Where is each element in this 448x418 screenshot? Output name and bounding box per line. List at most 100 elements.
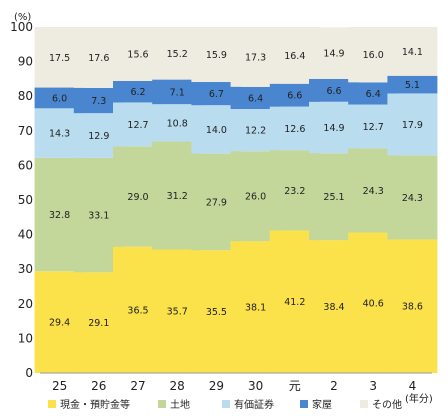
data-label: 12.7 [363,122,384,133]
data-label: 17.6 [88,53,109,64]
legend-item: 有価証券 [222,398,274,411]
legend-swatch [360,400,368,408]
y-tick-label: 30 [18,262,33,276]
data-label: 16.0 [363,50,384,61]
data-label: 32.8 [49,210,70,221]
data-label: 12.9 [88,131,109,142]
data-label: 29.1 [88,318,109,329]
data-label: 14.9 [323,49,344,60]
bar-segment [387,27,438,76]
legend-label: 土地 [170,398,190,411]
y-tick-label: 80 [18,89,33,103]
bar-stack: 38.6 24.3 17.9 5.1 14.1 [387,27,438,373]
data-label: 6.4 [248,93,263,104]
data-label: 6.2 [130,87,145,98]
y-tick-label: 50 [18,193,33,207]
data-label: 6.6 [326,86,341,97]
legend-swatch [222,400,230,408]
x-tick-label: 29 [209,379,224,393]
data-label: 12.7 [127,120,148,131]
x-tick-label: 26 [91,379,106,393]
y-tick-label: 40 [18,228,33,242]
y-tick-label: 20 [18,297,33,311]
x-tick-label: 28 [170,379,185,393]
legend-label: その他 [372,398,402,411]
bar-segment [387,239,438,373]
legend-item: 現金・預貯金等 [48,398,130,411]
bar-segment [309,78,359,102]
y-tick-label: 70 [18,124,33,138]
legend-swatch [48,400,56,408]
data-label: 23.2 [284,186,305,197]
data-label: 35.7 [167,307,188,318]
data-label: 41.2 [284,297,305,308]
data-label: 24.3 [363,186,384,197]
data-label: 6.4 [366,89,381,100]
data-label: 17.5 [49,53,70,64]
legend-item: 家屋 [300,398,332,411]
data-label: 6.6 [287,91,302,102]
y-tick-label: 100 [10,20,33,34]
data-label: 36.5 [127,305,148,316]
data-label: 38.4 [323,302,344,313]
x-tick-label: 3 [369,379,377,393]
legend-label: 有価証券 [234,398,274,411]
bar-segment [387,75,438,94]
data-label: 29.4 [49,318,70,329]
data-label: 15.2 [167,49,188,60]
y-axis-unit: (%) [14,12,31,23]
data-label: 7.3 [91,96,106,107]
data-label: 17.9 [402,120,423,131]
bar-stack: 29.4 32.8 14.3 6.0 17.5 [34,27,85,373]
data-label: 10.8 [167,118,188,129]
legend-item: その他 [360,398,402,411]
x-axis-unit: (年分) [405,392,433,405]
data-label: 33.1 [88,211,109,222]
data-label: 14.9 [323,123,344,134]
data-label: 16.4 [284,51,305,62]
bars: 29.4 32.8 14.3 6.0 17.5 29.1 33.1 12.9 7.3 17.6 36… [34,27,438,373]
data-label: 25.1 [323,192,344,203]
x-tick-label: 27 [130,379,145,393]
y-tick-label: 10 [18,331,33,345]
data-label: 38.1 [245,303,266,314]
data-label: 29.0 [127,192,148,203]
bar-segment [113,80,163,103]
data-label: 12.6 [284,124,305,135]
data-label: 5.1 [405,80,420,91]
data-label: 14.3 [49,129,70,140]
data-label: 31.2 [167,191,188,202]
data-label: 24.3 [402,193,423,204]
data-label: 14.1 [402,47,423,58]
bar-segment [230,86,281,110]
bar-segment [387,93,438,156]
bar-segment [387,155,438,240]
data-label: 12.2 [245,126,266,137]
x-axis-ticks: 25 26 27 28 29 30 元 2 3 4 [52,379,416,393]
data-label: 27.9 [206,197,227,208]
legend-swatch [300,400,308,408]
x-tick-label: 元 [289,379,301,393]
data-label: 6.7 [209,89,224,100]
data-label: 26.0 [245,192,266,203]
x-tick-label: 30 [248,379,263,393]
legend-swatch [158,400,166,408]
data-label: 40.6 [363,298,384,309]
data-label: 38.6 [402,302,423,313]
legend-item: 土地 [158,398,190,411]
y-tick-label: 90 [18,55,33,69]
legend-label: 家屋 [312,398,332,411]
x-tick-label: 4 [409,379,417,393]
bar-segment [34,87,85,109]
data-label: 17.3 [245,52,266,63]
y-axis-ticks: 0 10 20 30 40 50 60 70 80 90 100 [10,20,33,380]
legend: 現金・預貯金等 土地 有価証券 家屋 その他 [48,398,402,411]
bar-segment [348,82,399,105]
y-tick-label: 60 [18,158,33,172]
data-label: 14.0 [206,125,227,136]
data-label: 15.9 [206,50,227,61]
data-label: 35.5 [206,307,227,318]
legend-label: 現金・預貯金等 [60,398,130,411]
bar-segment [191,82,242,106]
